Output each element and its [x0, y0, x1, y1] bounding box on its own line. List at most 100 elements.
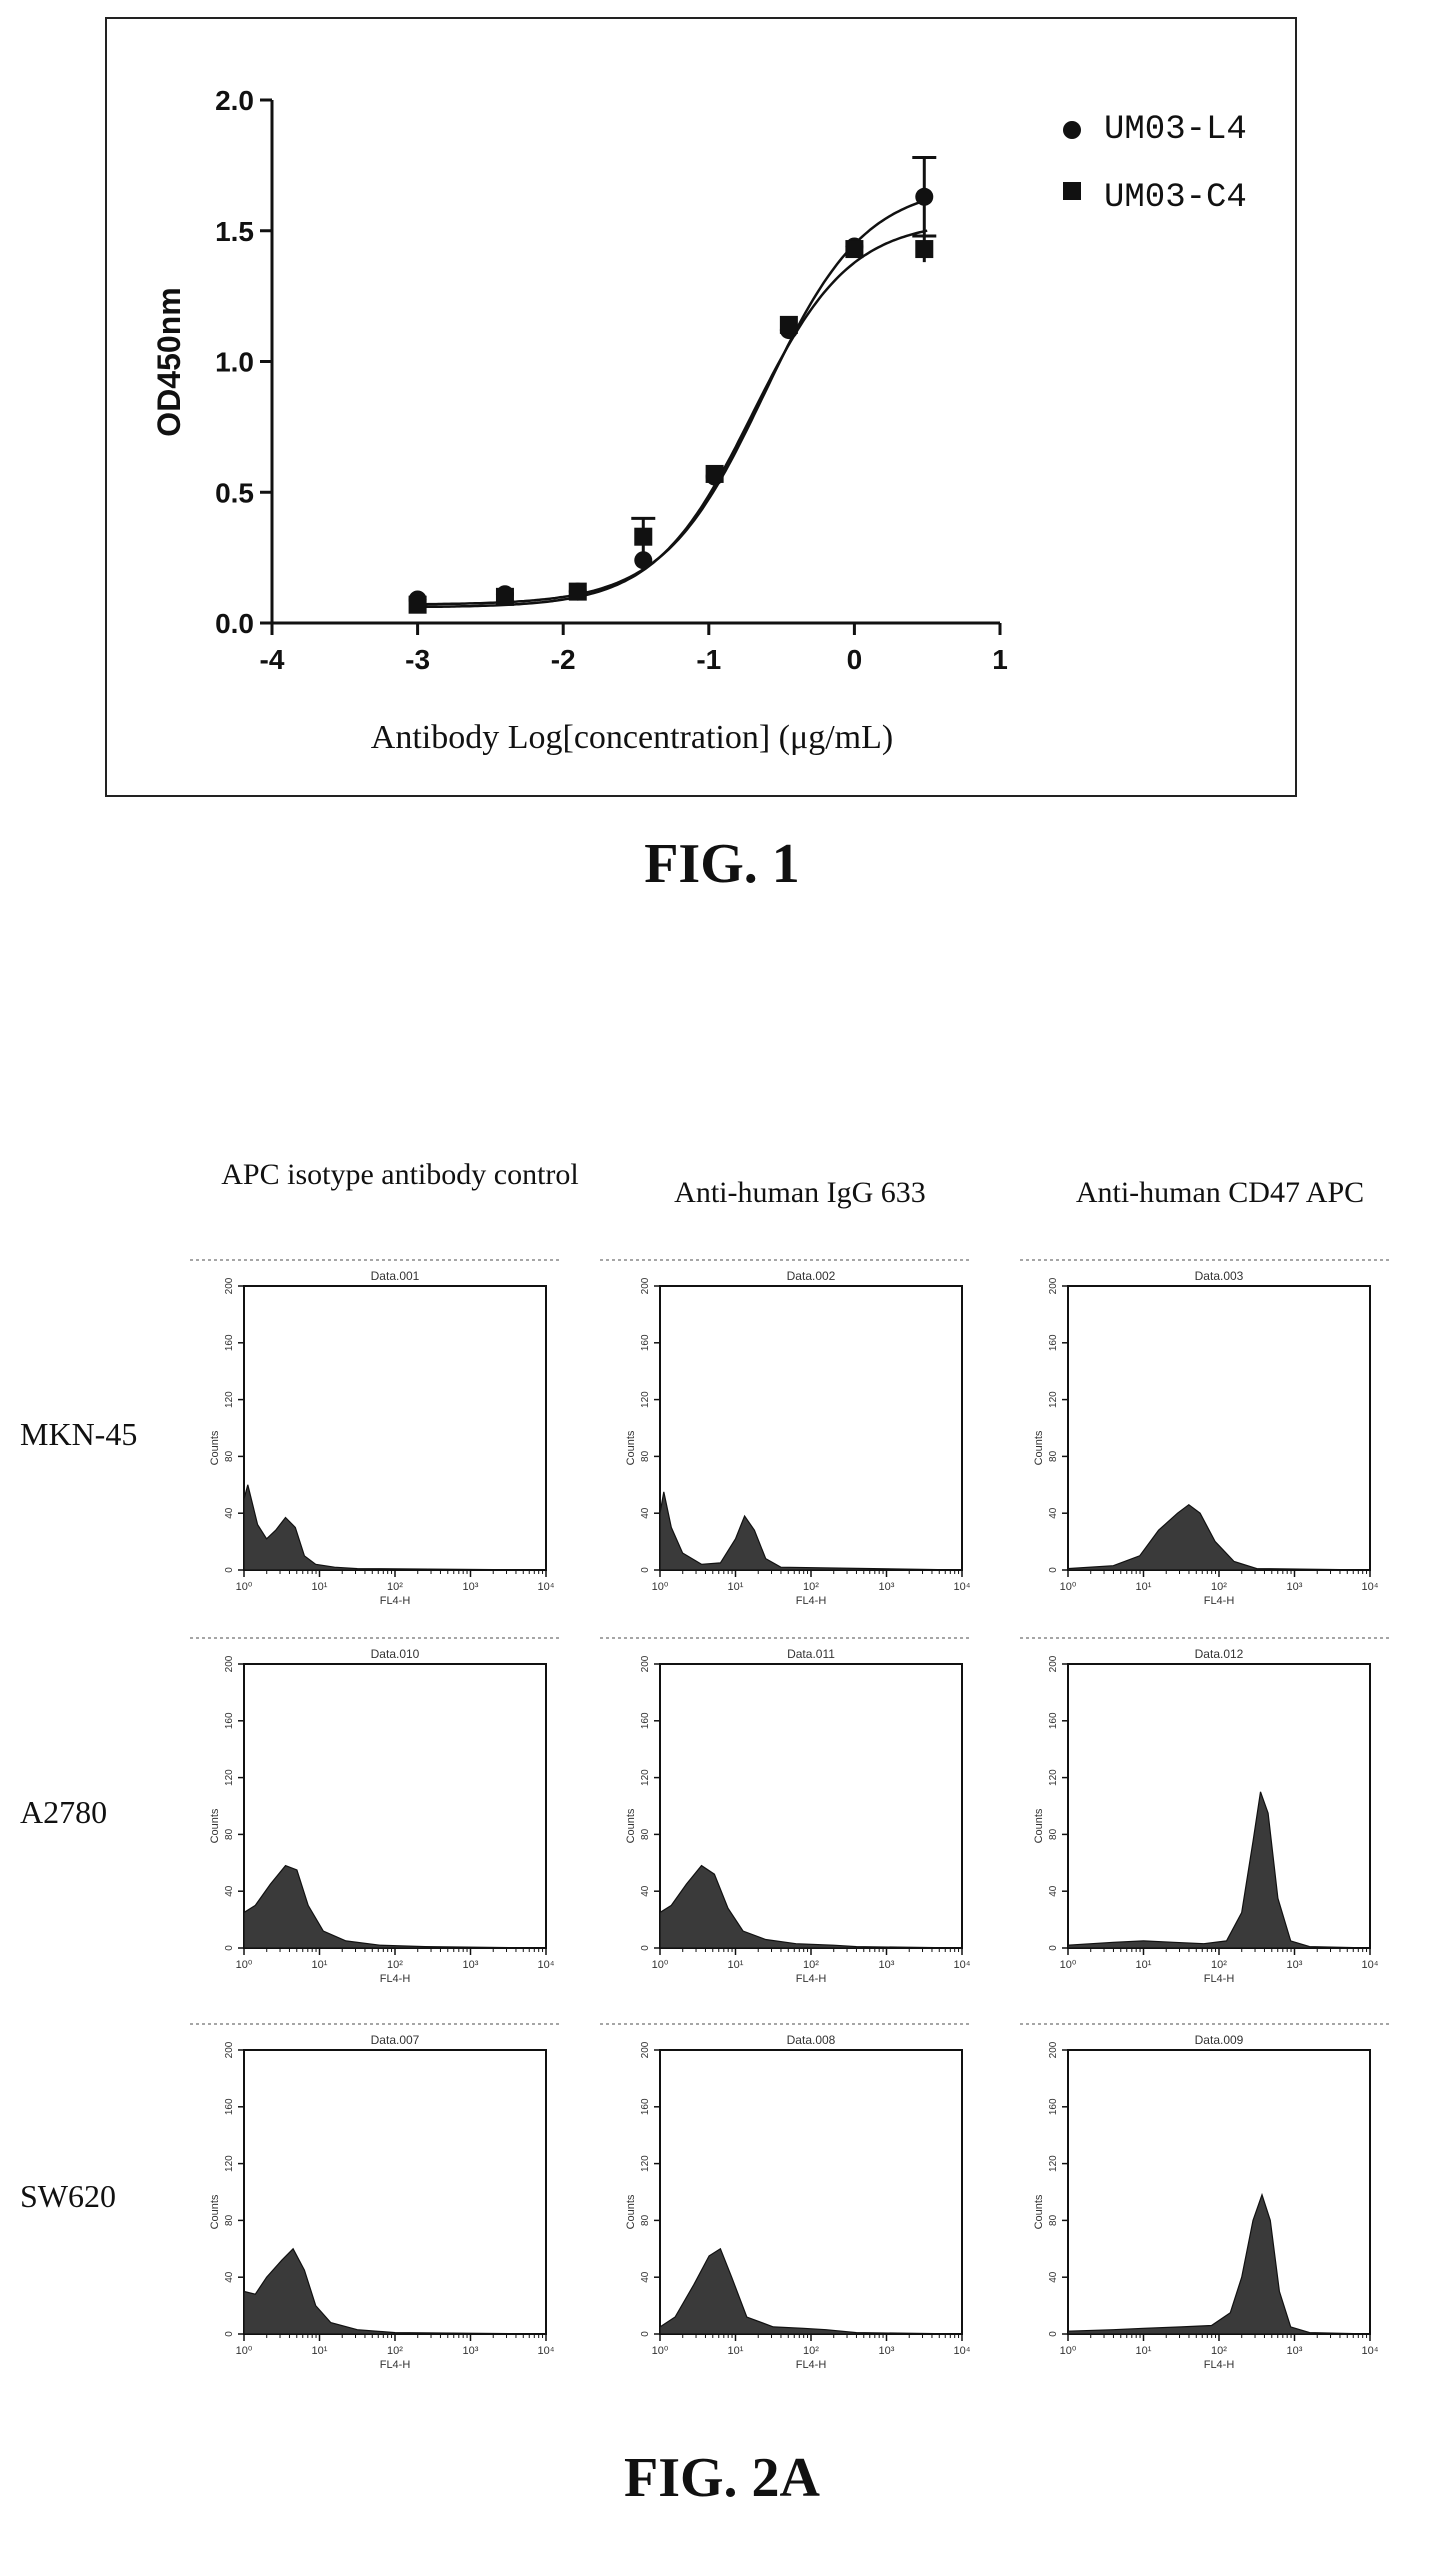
- x-tick-label: 10⁴: [1362, 1581, 1379, 1593]
- histogram-fill: [243, 1484, 547, 1571]
- legend-marker-square: [1063, 182, 1081, 200]
- x-tick-label: 10¹: [1136, 1959, 1152, 1971]
- y-tick-label: 1.5: [215, 216, 254, 247]
- x-tick-label: 10⁴: [954, 2345, 971, 2357]
- histogram-fill: [659, 1864, 963, 1949]
- x-axis-label: FL4-H: [1204, 2359, 1235, 2371]
- histogram-fill: [1067, 1503, 1371, 1571]
- histogram-panel-data-007: Data.007 0 40 80 120 160 200 Counts 10⁰ 10¹ 10² 10³…: [209, 2033, 555, 2371]
- x-tick-label: 10⁰: [236, 1959, 253, 1971]
- y-tick-label: 200: [224, 2041, 235, 2058]
- y-tick-label: 120: [224, 1391, 235, 1408]
- x-tick-label: 10⁴: [1362, 2345, 1379, 2357]
- row-header-sw620: SW620: [20, 2178, 116, 2214]
- panel-frame: [659, 2049, 963, 2335]
- x-axis-label: FL4-H: [380, 2359, 411, 2371]
- y-tick-label: 0: [1048, 2331, 1059, 2337]
- x-tick-label: 10³: [463, 1959, 479, 1971]
- panel-frame: [1067, 2049, 1371, 2335]
- x-tick-label: 10¹: [728, 2345, 744, 2357]
- histogram-panel-data-011: Data.011 0 40 80 120 160 200 Counts 10⁰ 10¹ 10² 10³…: [625, 1647, 971, 1985]
- column-header-cd47-apc: Anti-human CD47 APC: [1075, 1176, 1365, 1209]
- y-tick-label: 80: [224, 1450, 235, 1462]
- x-tick-label: 10³: [1287, 2345, 1303, 2357]
- y-tick-label: 160: [640, 1712, 651, 1729]
- fig1-dose-response-chart: 0.0 0.5 1.0 1.5 2.0 -4 -3 -2 -1 0 1 Antibody Log[co…: [105, 17, 1297, 797]
- x-tick-label: -1: [696, 644, 721, 675]
- y-tick-label: 0: [640, 1567, 651, 1573]
- y-tick-label: 160: [224, 1334, 235, 1351]
- panel-frame: [659, 1285, 963, 1571]
- y-tick-label: 200: [224, 1277, 235, 1294]
- panel-frame: [659, 1663, 963, 1949]
- y-tick-label: 40: [640, 1885, 651, 1897]
- x-tick-label: 10²: [387, 1959, 403, 1971]
- data-point-um03-c4: [408, 595, 427, 614]
- panel-title: Data.008: [787, 2033, 836, 2047]
- y-tick-label: 160: [224, 1712, 235, 1729]
- y-tick-label: 40: [224, 1507, 235, 1519]
- y-axis-label: OD450nm: [151, 287, 187, 436]
- x-tick-label: 10⁴: [954, 1959, 971, 1971]
- y-tick-label: 160: [1048, 1712, 1059, 1729]
- data-point-um03-l4: [634, 551, 653, 570]
- y-tick-label: 0: [224, 2331, 235, 2337]
- y-tick-label: 160: [1048, 2098, 1059, 2115]
- y-tick-label: 120: [1048, 1391, 1059, 1408]
- x-tick-label: 10²: [803, 1581, 819, 1593]
- y-tick-label: 120: [640, 1769, 651, 1786]
- x-tick-label: 10¹: [728, 1959, 744, 1971]
- y-axis-label: Counts: [209, 2194, 221, 2229]
- y-tick-label: 0.5: [215, 477, 254, 508]
- histogram-panel-data-010: Data.010 0 40 80 120 160 200 Counts 10⁰ 10¹ 10² 10³…: [209, 1647, 555, 1985]
- histogram-panel-data-002: Data.002 0 40 80 120 160 200 Counts 10⁰ 10¹ 10² 10³…: [625, 1269, 971, 1607]
- x-tick-label: 10⁰: [1060, 1581, 1077, 1593]
- panel-title: Data.010: [371, 1647, 420, 1661]
- x-tick-label: 0: [847, 644, 863, 675]
- data-point-um03-c4: [845, 240, 864, 259]
- data-point-um03-c4: [634, 527, 653, 546]
- x-tick-label: 10²: [803, 1959, 819, 1971]
- y-tick-label: 120: [224, 1769, 235, 1786]
- y-tick-label: 120: [640, 1391, 651, 1408]
- x-tick-label: 10⁰: [1060, 1959, 1077, 1971]
- y-tick-label: 200: [224, 1655, 235, 1672]
- panel-title: Data.003: [1195, 1269, 1244, 1283]
- y-axis-label: Counts: [625, 2194, 637, 2229]
- histogram-fill: [1067, 2192, 1371, 2335]
- legend-marker-circle: [1063, 121, 1081, 139]
- x-tick-label: -3: [405, 644, 430, 675]
- x-tick-label: 10⁴: [1362, 1959, 1379, 1971]
- y-tick-label: 160: [224, 2098, 235, 2115]
- x-tick-label: 10⁴: [538, 1581, 555, 1593]
- y-tick-label: 0: [640, 2331, 651, 2337]
- x-axis-label: FL4-H: [1204, 1595, 1235, 1607]
- x-tick-label: 10³: [463, 1581, 479, 1593]
- fit-curve-um03-l4: [410, 198, 928, 606]
- x-tick-label: 1: [992, 644, 1008, 675]
- x-tick-label: 10⁰: [236, 2345, 253, 2357]
- x-tick-label: 10²: [387, 2345, 403, 2357]
- y-tick-label: 200: [1048, 1277, 1059, 1294]
- x-tick-label: -2: [551, 644, 576, 675]
- y-tick-label: 80: [1048, 2214, 1059, 2226]
- y-tick-label: 80: [1048, 1828, 1059, 1840]
- panel-frame: [1067, 1663, 1371, 1949]
- x-tick-label: 10³: [879, 1581, 895, 1593]
- y-axis-label: Counts: [1033, 1430, 1045, 1465]
- y-tick-label: 200: [640, 1277, 651, 1294]
- x-axis-label: FL4-H: [380, 1973, 411, 1985]
- x-tick-label: 10²: [387, 1581, 403, 1593]
- y-tick-label: 0: [224, 1945, 235, 1951]
- x-tick-label: 10¹: [312, 2345, 328, 2357]
- histogram-fill: [243, 2247, 547, 2335]
- x-axis-label: FL4-H: [1204, 1973, 1235, 1985]
- y-tick-label: 120: [224, 2155, 235, 2172]
- x-axis-label: Antibody Log[concentration] (μg/mL): [371, 719, 893, 756]
- y-tick-label: 0.0: [215, 608, 254, 639]
- y-tick-label: 160: [640, 1334, 651, 1351]
- panel-frame: [243, 1285, 547, 1571]
- x-tick-label: 10³: [1287, 1959, 1303, 1971]
- y-tick-label: 40: [224, 2271, 235, 2283]
- y-tick-label: 80: [640, 1828, 651, 1840]
